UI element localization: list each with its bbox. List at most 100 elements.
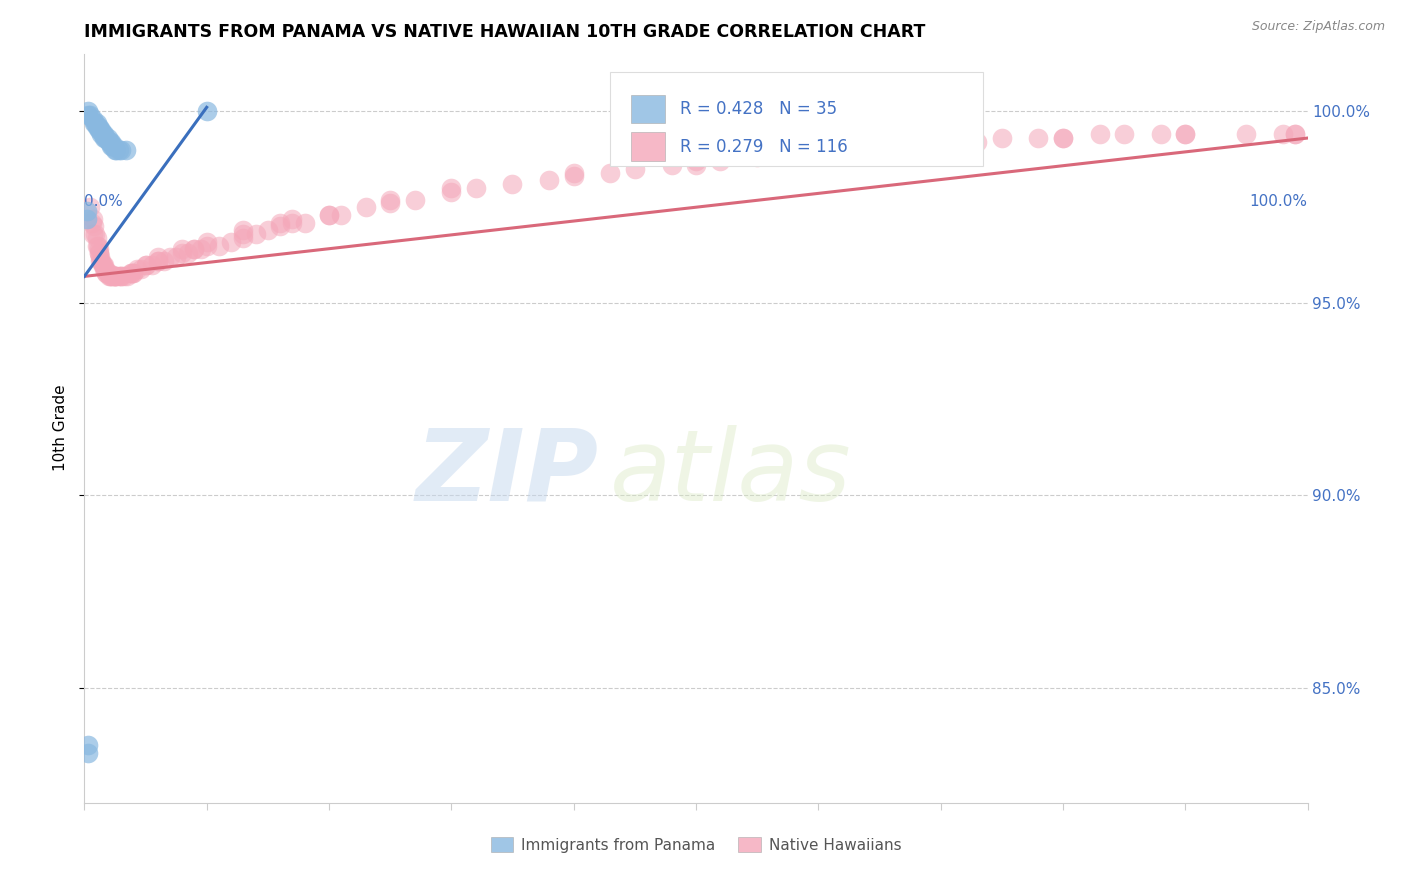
Text: R = 0.428   N = 35: R = 0.428 N = 35: [681, 100, 837, 118]
Point: [190, 243, 212, 257]
Point: [107, 269, 129, 284]
Point: [905, 138, 928, 153]
Point: [1028, 131, 1050, 145]
Text: Source: ZipAtlas.com: Source: ZipAtlas.com: [1251, 20, 1385, 33]
Point: [599, 166, 621, 180]
Point: [87, 120, 110, 134]
Point: [440, 181, 463, 195]
Point: [380, 193, 402, 207]
Point: [807, 143, 830, 157]
Point: [96, 266, 118, 280]
Point: [122, 266, 145, 280]
Point: [232, 231, 254, 245]
Point: [89, 250, 111, 264]
Point: [76, 204, 98, 219]
Point: [83, 116, 105, 130]
Point: [747, 150, 769, 164]
Y-axis label: 10th Grade: 10th Grade: [52, 384, 67, 472]
Point: [129, 261, 152, 276]
Point: [1174, 127, 1197, 141]
Point: [404, 193, 426, 207]
Point: [91, 258, 114, 272]
Point: [966, 135, 988, 149]
Point: [195, 238, 218, 252]
Point: [93, 261, 115, 276]
Point: [281, 216, 304, 230]
Point: [183, 243, 205, 257]
Point: [94, 131, 117, 145]
Point: [105, 143, 128, 157]
Point: [172, 246, 194, 260]
Text: IMMIGRANTS FROM PANAMA VS NATIVE HAWAIIAN 10TH GRADE CORRELATION CHART: IMMIGRANTS FROM PANAMA VS NATIVE HAWAIIA…: [84, 23, 925, 41]
Point: [86, 120, 108, 134]
Point: [77, 104, 100, 119]
Point: [79, 200, 101, 214]
Point: [77, 108, 100, 122]
Point: [91, 127, 114, 141]
Point: [100, 269, 122, 284]
Point: [685, 154, 707, 169]
Point: [77, 746, 100, 760]
Point: [83, 219, 105, 234]
Point: [91, 127, 114, 141]
Point: [165, 250, 187, 264]
Point: [98, 135, 121, 149]
Point: [104, 143, 127, 157]
Point: [100, 135, 122, 149]
Point: [464, 181, 486, 195]
Point: [783, 146, 806, 161]
Point: [141, 258, 163, 272]
Point: [82, 211, 104, 226]
Point: [685, 158, 707, 172]
Point: [115, 269, 138, 284]
Point: [96, 131, 118, 145]
Point: [98, 269, 121, 284]
Point: [281, 211, 304, 226]
Point: [929, 135, 952, 149]
Point: [80, 216, 103, 230]
Point: [86, 238, 108, 252]
Point: [87, 246, 110, 260]
Point: [101, 269, 124, 284]
Point: [122, 266, 145, 280]
Text: atlas: atlas: [610, 425, 852, 522]
Point: [1114, 127, 1136, 141]
Point: [661, 158, 683, 172]
Point: [97, 269, 120, 284]
Point: [84, 116, 107, 130]
Point: [380, 196, 402, 211]
Point: [318, 208, 340, 222]
Point: [869, 138, 891, 153]
Point: [82, 112, 104, 126]
Point: [79, 108, 101, 122]
Point: [110, 269, 132, 284]
Point: [1150, 127, 1173, 141]
Point: [100, 138, 122, 153]
Bar: [631, 132, 665, 161]
Point: [208, 238, 231, 252]
Point: [91, 258, 114, 272]
Point: [1236, 127, 1258, 141]
Point: [77, 738, 100, 752]
Point: [1174, 127, 1197, 141]
Text: 100.0%: 100.0%: [1250, 194, 1308, 210]
Point: [330, 208, 353, 222]
Point: [96, 266, 118, 280]
Point: [87, 123, 110, 137]
Point: [232, 227, 254, 241]
Point: [195, 104, 218, 119]
Point: [562, 166, 585, 180]
Point: [97, 266, 120, 280]
Point: [103, 138, 125, 153]
Point: [120, 266, 142, 280]
Point: [107, 143, 129, 157]
Point: [807, 143, 830, 157]
Point: [232, 223, 254, 237]
Point: [159, 250, 181, 264]
Point: [101, 138, 124, 153]
Point: [90, 254, 112, 268]
Point: [87, 120, 110, 134]
Point: [84, 227, 107, 241]
Point: [709, 154, 731, 169]
Point: [110, 143, 132, 157]
